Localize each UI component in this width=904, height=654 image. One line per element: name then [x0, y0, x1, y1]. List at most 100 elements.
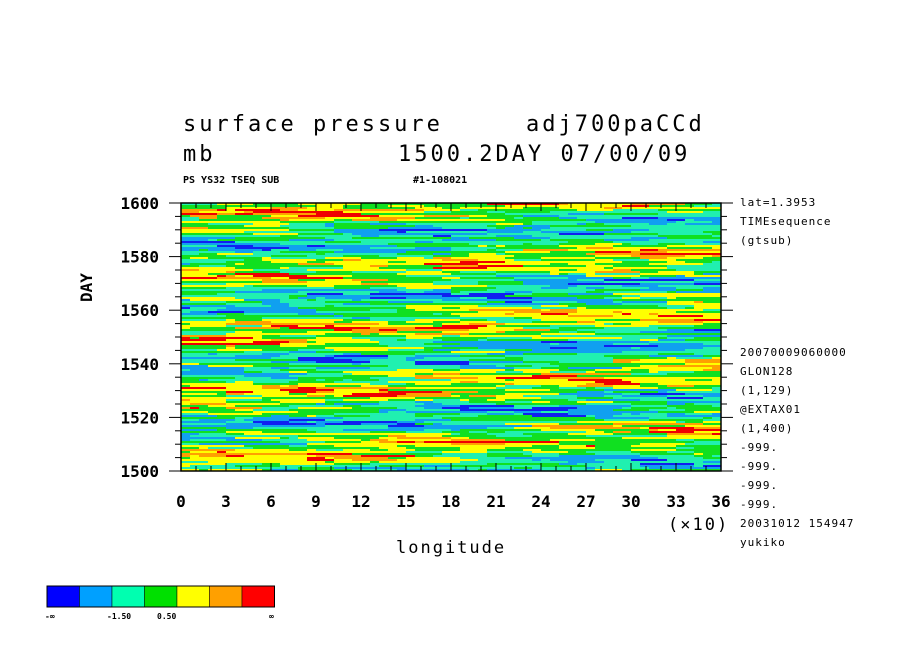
heatmap-cell [505, 323, 551, 326]
heatmap-cell [361, 295, 407, 298]
heatmap-cell [451, 235, 497, 238]
heatmap-cell [613, 299, 668, 302]
heatmap-cell [370, 401, 380, 404]
heatmap-cell [649, 429, 659, 432]
heatmap-cell [235, 237, 272, 240]
heatmap-cell [604, 441, 650, 444]
heatmap-cell [397, 349, 425, 352]
heatmap-cell [370, 449, 380, 452]
heatmap-cell [685, 275, 721, 278]
heatmap-cell [181, 291, 236, 294]
heatmap-cell [676, 331, 721, 334]
heatmap-cell [307, 361, 317, 364]
heatmap-cell [532, 325, 551, 328]
heatmap-cell [577, 391, 605, 394]
heatmap-cell [703, 401, 721, 404]
heatmap-cell [532, 389, 551, 392]
heatmap-cell [712, 393, 721, 396]
heatmap-cell [181, 421, 227, 424]
heatmap-cell [703, 227, 721, 230]
heatmap-cell [208, 447, 254, 450]
heatmap-cell [298, 297, 317, 300]
heatmap-cell [226, 425, 236, 428]
heatmap-cell [712, 235, 721, 238]
heatmap-cell [226, 275, 236, 278]
heatmap-cell [370, 335, 407, 338]
chart-title: surface pressure [183, 112, 443, 137]
heatmap-cell [280, 457, 308, 460]
heatmap-cell [622, 425, 677, 428]
heatmap-cell [289, 351, 317, 354]
heatmap-cell [181, 223, 209, 226]
heatmap-cell [379, 409, 407, 412]
heatmap-cell [181, 355, 236, 358]
heatmap-cell [370, 347, 425, 350]
heatmap-cell [640, 277, 650, 280]
heatmap-cell [595, 221, 623, 224]
heatmap-cell [316, 351, 335, 354]
heatmap-cell [352, 233, 398, 236]
heatmap-cell [352, 239, 389, 242]
heatmap-cell [370, 313, 380, 316]
heatmap-cell [235, 319, 263, 322]
heatmap-cell [298, 417, 335, 420]
right-info-line: (gtsub) [740, 234, 793, 247]
heatmap-cell [298, 435, 326, 438]
heatmap-cell [640, 395, 668, 398]
heatmap-cell [289, 305, 299, 308]
heatmap-cell [181, 451, 191, 454]
heatmap-cell [496, 209, 533, 212]
heatmap-cell [523, 251, 551, 254]
heatmap-cell [388, 435, 407, 438]
heatmap-cell [334, 391, 353, 394]
heatmap-cell [325, 297, 371, 300]
heatmap-cell [406, 287, 425, 290]
heatmap-cell [694, 313, 721, 316]
heatmap-cell [271, 245, 308, 248]
heatmap-cell [217, 353, 263, 356]
heatmap-cell [487, 453, 524, 456]
heatmap-cell [406, 269, 443, 272]
heatmap-cell [199, 207, 227, 210]
heatmap-cell [325, 401, 371, 404]
heatmap-cell [451, 393, 506, 396]
heatmap-cell [406, 307, 443, 310]
heatmap-cell [478, 339, 488, 342]
heatmap-cell [442, 435, 497, 438]
heatmap-cell [631, 369, 650, 372]
heatmap-cell [577, 321, 596, 324]
heatmap-cell [415, 247, 452, 250]
heatmap-cell [514, 347, 551, 350]
heatmap-cell [289, 449, 308, 452]
heatmap-cell [289, 373, 308, 376]
heatmap-cell [442, 345, 479, 348]
heatmap-cell [334, 223, 371, 226]
heatmap-cell [370, 397, 416, 400]
heatmap-cell [577, 237, 632, 240]
heatmap-cell [208, 411, 254, 414]
heatmap-cell [361, 441, 380, 444]
heatmap-cell [181, 279, 227, 282]
heatmap-cell [289, 375, 344, 378]
heatmap-cell [613, 359, 641, 362]
heatmap-cell [235, 417, 254, 420]
heatmap-cell [532, 337, 587, 340]
heatmap-cell [649, 263, 704, 266]
heatmap-cell [433, 341, 488, 344]
heatmap-cell [604, 455, 641, 458]
heatmap-cell [280, 447, 317, 450]
heatmap-cell [442, 241, 488, 244]
heatmap-cell [406, 447, 461, 450]
x-tick-label: 12 [351, 492, 370, 511]
colorbar-swatch [79, 585, 113, 608]
heatmap-cell [262, 433, 317, 436]
heatmap-cell [595, 321, 623, 324]
heatmap-cell [181, 253, 200, 256]
heatmap-cell [496, 253, 506, 256]
heatmap-cell [478, 283, 524, 286]
right-info-line: -999. [740, 441, 778, 454]
heatmap-cell [460, 457, 506, 460]
heatmap-cell [586, 403, 632, 406]
heatmap-cell [568, 379, 623, 382]
heatmap-cell [424, 347, 434, 350]
